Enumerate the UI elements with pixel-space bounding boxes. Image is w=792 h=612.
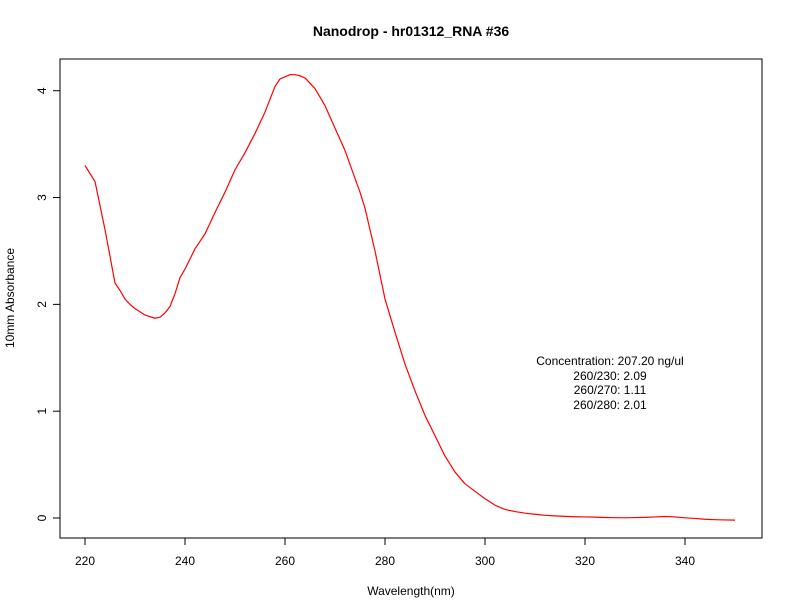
x-tick-label: 300 — [475, 554, 495, 568]
y-tick-label: 3 — [35, 194, 49, 201]
y-tick-label: 0 — [35, 514, 49, 521]
y-axis-label: 10mm Absorbance — [3, 248, 17, 348]
annotation-ratio-260-280: 260/280: 2.01 — [573, 398, 647, 412]
x-tick-label: 240 — [175, 554, 195, 568]
x-tick-label: 260 — [275, 554, 295, 568]
annotation-ratio-260-230: 260/230: 2.09 — [573, 369, 647, 383]
y-tick-label: 2 — [35, 301, 49, 308]
x-tick-label: 340 — [675, 554, 695, 568]
y-tick-label: 1 — [35, 408, 49, 415]
x-axis: 220 240 260 280 300 320 340 — [75, 537, 695, 568]
annotation-ratio-260-270: 260/270: 1.11 — [574, 383, 647, 397]
y-axis: 0 1 2 3 4 — [35, 87, 61, 521]
absorbance-series-line — [84, 74, 736, 521]
chart-title: Nanodrop - hr01312_RNA #36 — [313, 23, 510, 39]
x-tick-label: 320 — [575, 554, 595, 568]
annotation-concentration: Concentration: 207.20 ng/ul — [536, 354, 683, 368]
series-group — [84, 74, 736, 521]
annotation-group: Concentration: 207.20 ng/ul 260/230: 2.0… — [536, 354, 683, 412]
x-tick-label: 220 — [75, 554, 95, 568]
y-tick-label: 4 — [35, 87, 49, 94]
x-tick-label: 280 — [375, 554, 395, 568]
x-axis-label: Wavelength(nm) — [367, 584, 455, 598]
